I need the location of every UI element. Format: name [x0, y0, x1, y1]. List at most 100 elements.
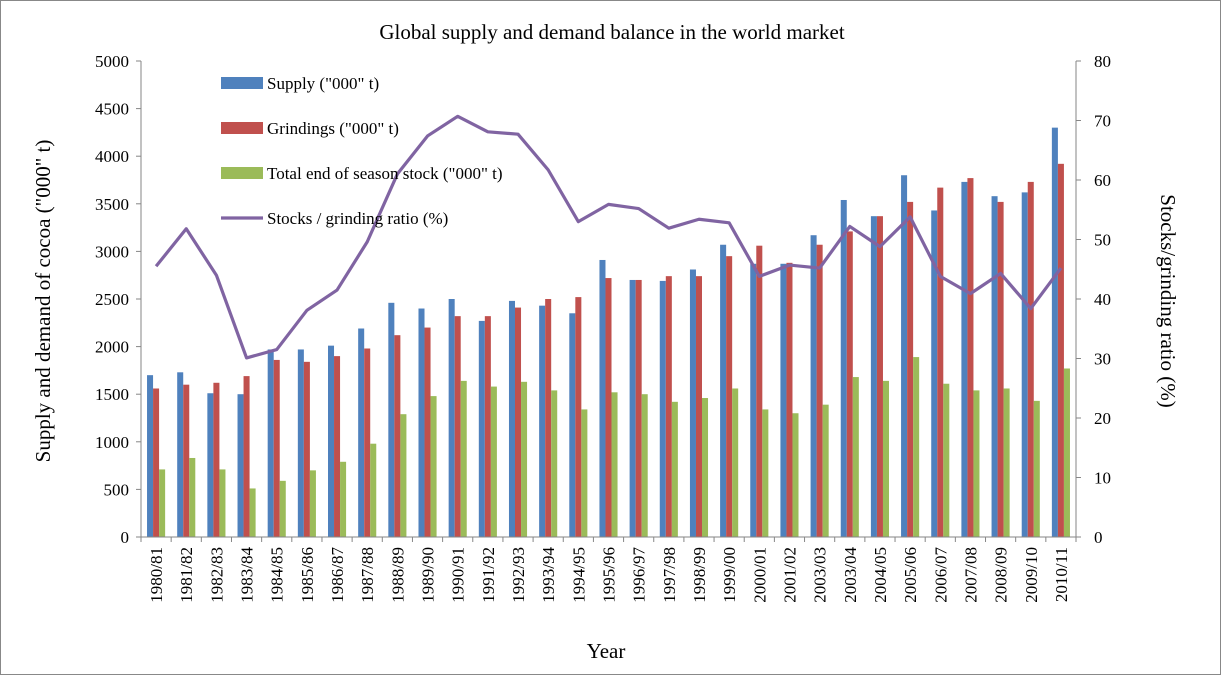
x-tick-label: 1996/97	[630, 547, 649, 603]
bar-supply-11	[478, 320, 485, 537]
bar-supply-6	[328, 345, 335, 537]
y2-tick-label: 80	[1094, 52, 1111, 71]
bar-grindings-12	[515, 307, 522, 537]
bar-supply-20	[750, 263, 757, 537]
bar-grindings-21	[786, 262, 793, 537]
bar-stock-15	[611, 392, 618, 537]
bar-stock-20	[762, 409, 769, 537]
x-axis-label: Year	[587, 639, 626, 663]
legend: Supply ("000" t) Grindings ("000" t) Total…	[221, 74, 503, 228]
x-tick-label: 1987/88	[358, 547, 377, 603]
legend-label: Stocks / grinding ratio (%)	[267, 209, 448, 228]
bar-supply-24	[870, 216, 877, 537]
x-tick-label: 2003/04	[841, 547, 860, 603]
y2-tick-label: 70	[1094, 112, 1111, 131]
x-tick-label: 1994/95	[569, 547, 588, 603]
bar-grindings-3	[243, 376, 250, 537]
x-tick-label: 2000/01	[750, 547, 769, 603]
bar-stock-1	[189, 457, 196, 537]
bar-stock-25	[913, 357, 920, 537]
bar-stock-22	[822, 404, 829, 537]
bar-supply-14	[569, 313, 576, 537]
y2-axis-label: Stocks/grinding ratio (%)	[1156, 194, 1180, 407]
bar-grindings-27	[967, 178, 974, 537]
bar-stock-26	[943, 383, 950, 537]
y2-tick-label: 0	[1094, 528, 1103, 547]
y-tick-label: 2500	[95, 290, 129, 309]
x-tick-label: 1992/93	[509, 547, 528, 603]
bar-grindings-5	[303, 361, 310, 537]
x-tick-label: 2006/07	[931, 547, 950, 603]
bar-supply-7	[358, 328, 365, 537]
x-tick-label: 1995/96	[600, 547, 619, 603]
bar-grindings-28	[997, 201, 1004, 537]
bar-grindings-15	[605, 278, 612, 537]
bar-stock-10	[460, 380, 467, 537]
bar-supply-19	[720, 244, 727, 538]
bar-stock-0	[159, 469, 166, 537]
legend-label: Supply ("000" t)	[267, 74, 379, 93]
bar-stock-11	[490, 386, 497, 537]
bar-grindings-14	[575, 297, 582, 537]
bar-supply-1	[177, 372, 184, 537]
bar-supply-23	[840, 199, 847, 538]
x-tick-label: 1984/85	[268, 547, 287, 603]
bar-supply-17	[659, 280, 666, 537]
bar-stock-29	[1033, 400, 1040, 537]
x-tick-label: 1997/98	[660, 547, 679, 603]
bar-stock-23	[852, 377, 859, 537]
bar-stock-12	[521, 381, 528, 537]
bar-supply-5	[297, 349, 304, 537]
bar-supply-4	[267, 349, 274, 537]
bar-grindings-22	[816, 244, 823, 538]
bar-stock-7	[370, 443, 377, 537]
x-tick-label: 1983/84	[238, 547, 257, 603]
y2-tick-label: 50	[1094, 231, 1111, 250]
bar-supply-28	[991, 196, 998, 537]
bar-grindings-26	[937, 187, 944, 537]
bar-grindings-2	[213, 382, 220, 537]
legend-swatch	[221, 77, 263, 89]
bar-grindings-9	[424, 327, 431, 537]
y-tick-label: 4000	[95, 147, 129, 166]
x-tick-label: 2009/10	[1022, 547, 1041, 603]
x-tick-label: 1999/00	[720, 547, 739, 603]
x-tick-label: 2008/09	[992, 547, 1011, 603]
x-tick-label: 2005/06	[901, 547, 920, 603]
bar-grindings-25	[907, 201, 914, 537]
y-tick-label: 2000	[95, 338, 129, 357]
bar-grindings-0	[153, 388, 160, 537]
legend-swatch	[221, 122, 263, 134]
y2-tick-label: 10	[1094, 469, 1111, 488]
bar-grindings-24	[876, 216, 883, 537]
x-tick-label: 1990/91	[449, 547, 468, 603]
bar-supply-15	[599, 259, 606, 537]
bar-grindings-11	[484, 316, 491, 537]
legend-label: Grindings ("000" t)	[267, 119, 399, 138]
x-tick-label: 2007/08	[961, 547, 980, 603]
bar-grindings-20	[756, 245, 763, 537]
bar-supply-30	[1051, 127, 1058, 537]
bar-supply-25	[901, 175, 908, 538]
bar-stock-16	[641, 394, 648, 537]
ratio-line	[154, 114, 1063, 360]
x-tick-label: 1985/86	[298, 547, 317, 603]
bar-stock-13	[551, 390, 558, 537]
x-tick-label: 1986/87	[328, 547, 347, 603]
bar-supply-29	[1021, 192, 1028, 537]
y-tick-label: 1500	[95, 385, 129, 404]
x-tick-label: 2004/05	[871, 547, 890, 603]
bar-stock-6	[340, 461, 347, 537]
bar-stock-28	[1003, 388, 1010, 537]
x-tick-label: 2010/11	[1052, 547, 1071, 602]
bar-supply-0	[147, 375, 154, 537]
y-axis-label: Supply and demand of cocoa ("000" t)	[31, 140, 55, 463]
bar-grindings-19	[726, 256, 733, 537]
y-tick-label: 1000	[95, 433, 129, 452]
x-tick-label: 1993/94	[539, 547, 558, 603]
bar-stock-24	[882, 380, 889, 537]
y-tick-label: 3000	[95, 242, 129, 261]
bar-grindings-7	[364, 348, 371, 537]
